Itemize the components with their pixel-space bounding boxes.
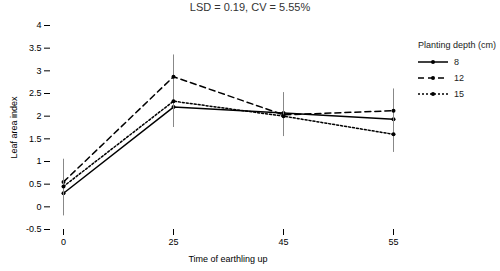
svg-text:4: 4 — [36, 20, 41, 30]
html-text:LSD = 0.19, CV = 5.55%: LSD = 0.19, CV = 5.55% — [189, 1, 311, 13]
svg-text:3.5: 3.5 — [29, 43, 42, 53]
html-text:8: 8 — [454, 57, 459, 67]
svg-text:0: 0 — [36, 202, 41, 212]
html-text:15: 15 — [454, 89, 464, 99]
svg-text:2: 2 — [36, 111, 41, 121]
svg-text:25: 25 — [168, 237, 178, 247]
svg-text:1: 1 — [36, 156, 41, 166]
svg-text:0: 0 — [61, 237, 66, 247]
svg-text:2.5: 2.5 — [29, 88, 42, 98]
svg-text:55: 55 — [388, 237, 398, 247]
svg-text:1.5: 1.5 — [29, 134, 42, 144]
html-text:12: 12 — [454, 73, 464, 83]
html-text:Planting depth (cm): Planting depth (cm) — [418, 40, 496, 50]
svg-text:0.5: 0.5 — [29, 179, 42, 189]
svg-text:Leaf area index: Leaf area index — [9, 96, 19, 159]
svg-text:45: 45 — [278, 237, 288, 247]
svg-text:3: 3 — [36, 66, 41, 76]
svg-text:Time of earthling up: Time of earthling up — [188, 254, 267, 264]
svg-text:-0.5: -0.5 — [26, 224, 42, 234]
